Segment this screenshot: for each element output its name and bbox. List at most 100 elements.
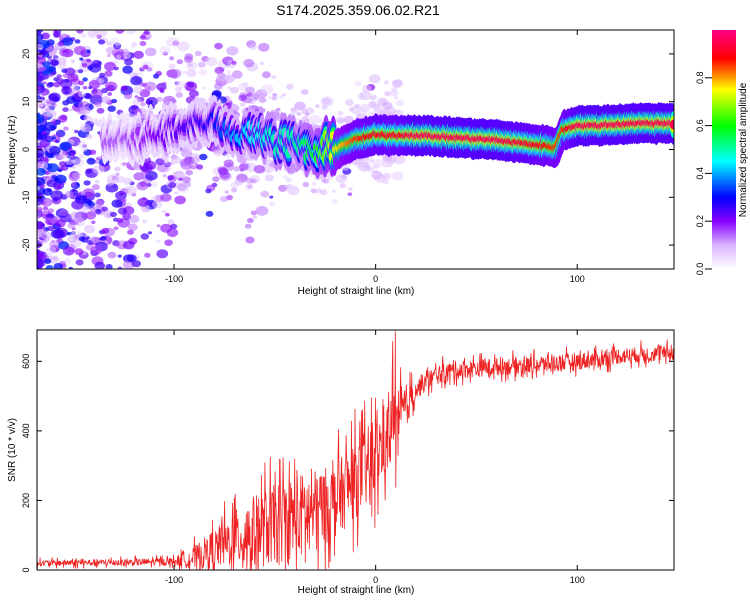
spectrogram-noise-blob (372, 103, 381, 111)
spectrogram-noise-blob (132, 98, 143, 106)
spectrogram-noise-blob (48, 82, 54, 87)
snr-frame (36, 329, 675, 571)
spectrogram-noise-blob (258, 97, 267, 104)
spectrogram-noise-blob (55, 219, 66, 228)
spectrogram-noise-blob (111, 199, 123, 208)
spectrogram-noise-blob (219, 196, 228, 203)
spectrogram-noise-blob (101, 88, 108, 94)
spectrogram-noise-blob (85, 133, 93, 139)
spectrogram-noise-blob (133, 86, 143, 94)
spectrogram-noise-blob (178, 172, 186, 178)
spectrogram-noise-blob (122, 162, 127, 166)
spectrogram-noise-blob (169, 223, 178, 230)
spectrogram-noise-blob (60, 114, 68, 120)
spectrogram-noise-blob (68, 266, 73, 269)
spectrogram-noise-blob (77, 90, 86, 98)
spectrogram-noise-blob (73, 45, 86, 56)
spectrogram-noise-blob (239, 163, 249, 171)
spectrogram-noise-blob (57, 41, 65, 47)
snr-series-line (37, 331, 674, 570)
spectrogram-noise-blob (62, 107, 69, 113)
spectrogram-noise-blob (37, 43, 44, 51)
spectrogram-noise-blob (290, 107, 300, 115)
spectrogram-noise-blob (41, 156, 49, 162)
spectrogram-noise-blob (67, 235, 78, 244)
spectrogram-noise-blob (159, 46, 171, 55)
spectrogram-noise-blob (347, 192, 353, 196)
spectrogram-noise-blob (95, 208, 102, 214)
spectrogram-noise-blob (167, 219, 175, 225)
spectrogram-noise-blob (37, 102, 44, 109)
spectrogram-noise-blob (170, 155, 182, 164)
spectrogram-noise-blob (48, 68, 53, 72)
colorbar: 0.0 0.2 0.4 0.6 0.8 Normalized spectral ampl… (695, 30, 749, 275)
spectrogram-noise-blob (56, 74, 62, 79)
spectrogram-noise-blob (119, 192, 123, 196)
spectrogram-noise-blob (42, 61, 51, 68)
spectrogram-noise-blob (184, 81, 198, 92)
spectrogram-noise-blob (88, 206, 95, 212)
spectrogram-noise-blob (271, 95, 278, 101)
snr-x-ticks: -100 0 100 (165, 330, 585, 585)
spectrogram-noise-blob (99, 72, 106, 78)
spectrogram-noise-blob (122, 260, 135, 269)
spectrogram-noise-blob (124, 58, 134, 66)
spectrogram-noise-blob (77, 141, 87, 149)
spectrogram-noise-blob (315, 188, 323, 194)
spectrogram-noise-blob (65, 190, 74, 198)
spectrogram-noise-blob (213, 149, 223, 157)
colorbar-tick-label: 0.0 (695, 263, 705, 276)
spectrogram-noise-blob (51, 136, 56, 140)
spectrogram-noise-blob (169, 68, 182, 78)
spectrogram-noise-blob (118, 239, 125, 244)
snr-y-label: SNR (10 * v/v) (7, 418, 18, 482)
colorbar-tick-label: 0.6 (695, 119, 705, 132)
spectrogram-noise-blob (53, 54, 58, 58)
spectrogram-noise-blob (122, 65, 133, 74)
spectrogram-noise-blob (186, 69, 197, 78)
spectrogram-marks (37, 30, 674, 269)
spectrogram-noise-blob (81, 147, 88, 152)
spectrogram-noise-blob (389, 89, 399, 97)
spectrogram-noise-blob (106, 85, 113, 90)
spectrogram-noise-blob (224, 190, 229, 194)
spectrogram-noise-blob (46, 246, 57, 255)
colorbar-tick-label: 0.4 (695, 167, 705, 180)
spectrogram-noise-blob (272, 92, 278, 97)
spectrogram-noise-blob (143, 81, 157, 92)
spectrogram-noise-blob (117, 254, 122, 258)
spectrogram-noise-blob (142, 64, 149, 70)
spectrogram-noise-blob (309, 114, 322, 125)
spectrogram-noise-blob (237, 83, 248, 91)
spectrogram-noise-blob (255, 205, 269, 216)
spectrogram-noise-blob (79, 57, 84, 61)
spectrogram-noise-blob (51, 71, 57, 75)
y-tick-label: 10 (21, 97, 31, 107)
spectrogram-noise-blob (47, 225, 55, 232)
spectrogram-noise-blob (164, 239, 173, 246)
spectrogram-noise-blob (137, 197, 150, 207)
spectrogram-noise-blob (244, 223, 252, 229)
spectrogram-noise-blob (301, 115, 310, 123)
spectrogram-noise-blob (205, 56, 218, 67)
figure-title: S174.2025.359.06.02.R21 (276, 2, 440, 18)
spectrogram-noise-blob (89, 149, 97, 155)
spectrogram-noise-blob (156, 224, 161, 228)
spectrogram-noise-blob (339, 183, 346, 189)
spectrogram-noise-blob (186, 61, 198, 70)
spectrogram-noise-blob (161, 209, 167, 214)
spectrogram-noise-blob (69, 85, 80, 93)
spectrogram-noise-blob (130, 43, 137, 48)
spectrogram-noise-blob (231, 60, 237, 65)
spectrogram-noise-blob (214, 66, 225, 75)
spectrogram-noise-blob (199, 153, 208, 161)
spectrogram-noise-blob (166, 228, 179, 238)
spectrogram-noise-blob (37, 192, 44, 200)
spectrogram-noise-blob (107, 251, 117, 259)
spectrogram-noise-blob (196, 164, 204, 170)
spectrogram-noise-blob (70, 153, 76, 157)
spectrogram-noise-blob (234, 178, 244, 186)
spectrogram-noise-blob (301, 109, 309, 115)
spectrogram-noise-blob (357, 161, 371, 172)
colorbar-tick-label: 0.8 (695, 72, 705, 85)
